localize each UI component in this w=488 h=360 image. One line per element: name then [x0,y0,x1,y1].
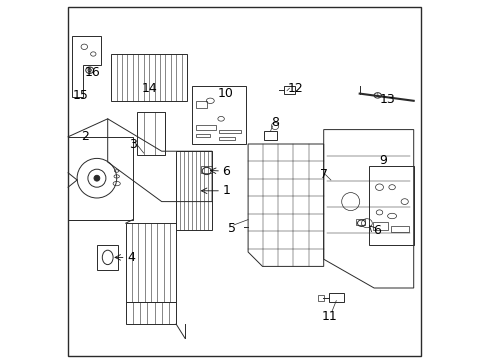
Bar [318,295,323,301]
Text: 4: 4 [127,251,135,264]
Text: 12: 12 [287,82,303,95]
Text: 13: 13 [379,93,394,105]
Text: 9: 9 [379,154,386,167]
Text: 7: 7 [320,168,327,181]
Text: 3: 3 [129,138,137,150]
Bar [192,86,246,144]
Bar [390,226,408,232]
Text: 6: 6 [222,165,229,177]
Bar [136,112,165,155]
Text: 15: 15 [72,89,88,102]
Bar [219,130,241,133]
Text: 2: 2 [81,130,88,143]
Bar [368,166,413,245]
Text: 10: 10 [217,87,233,100]
Bar [97,245,118,270]
Bar [68,137,133,220]
Text: 1: 1 [223,184,230,197]
Text: 8: 8 [271,116,279,129]
Text: 11: 11 [321,310,336,323]
Bar [201,166,212,173]
Bar [125,302,176,324]
Bar [355,219,365,225]
Text: 5: 5 [228,222,236,235]
Text: 16: 16 [84,66,100,78]
Circle shape [94,175,100,181]
Bar [373,222,387,230]
Bar [264,131,276,140]
Bar [111,54,186,101]
Bar [219,137,235,140]
Text: 6: 6 [372,224,380,237]
Bar [328,293,343,302]
Bar [196,101,206,108]
Bar [196,134,210,137]
Bar [176,151,212,230]
Bar [196,125,215,130]
Text: 14: 14 [142,82,157,95]
Bar [125,223,176,302]
Bar [284,86,294,94]
